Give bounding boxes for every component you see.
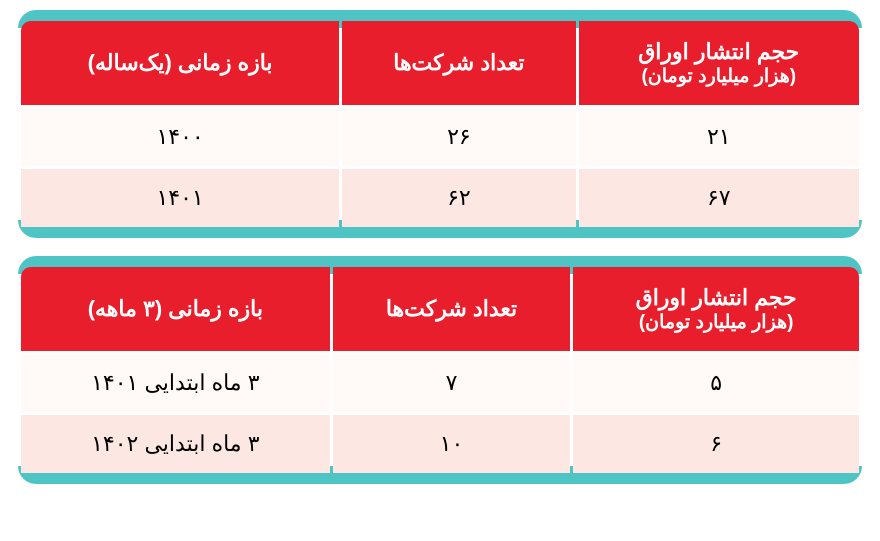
- col-count: تعداد شرکت‌ها: [342, 21, 575, 105]
- cell-count: ۱۰: [333, 415, 571, 473]
- col-volume-line2: (هزار میلیارد تومان): [581, 311, 851, 334]
- table-quarterly: حجم انتشار اوراق (هزار میلیارد تومان) تع…: [18, 264, 862, 476]
- cell-count: ۷: [333, 354, 571, 412]
- cell-period: ۱۴۰۱: [21, 169, 339, 227]
- col-volume: حجم انتشار اوراق (هزار میلیارد تومان): [579, 21, 859, 105]
- cell-period: ۳ ماه ابتدایی ۱۴۰۲: [21, 415, 330, 473]
- table-wrap-annual: حجم انتشار اوراق (هزار میلیارد تومان) تع…: [18, 18, 862, 230]
- cell-count: ۲۶: [342, 108, 575, 166]
- header-row: حجم انتشار اوراق (هزار میلیارد تومان) تع…: [21, 267, 859, 351]
- col-period-line1: بازه زمانی (۳ ماهه): [88, 296, 263, 321]
- cell-period: ۳ ماه ابتدایی ۱۴۰۱: [21, 354, 330, 412]
- cell-period: ۱۴۰۰: [21, 108, 339, 166]
- header-row: حجم انتشار اوراق (هزار میلیارد تومان) تع…: [21, 21, 859, 105]
- col-volume-line2: (هزار میلیارد تومان): [587, 65, 851, 88]
- col-volume-line1: حجم انتشار اوراق: [638, 39, 799, 64]
- col-period-line1: بازه زمانی (یک‌ساله): [88, 50, 273, 75]
- cell-volume: ۵: [573, 354, 859, 412]
- col-count-line1: تعداد شرکت‌ها: [386, 296, 517, 321]
- table-row: ۶۷ ۶۲ ۱۴۰۱: [21, 169, 859, 227]
- table-annual: حجم انتشار اوراق (هزار میلیارد تومان) تع…: [18, 18, 862, 230]
- table-wrap-quarterly: حجم انتشار اوراق (هزار میلیارد تومان) تع…: [18, 264, 862, 476]
- col-volume: حجم انتشار اوراق (هزار میلیارد تومان): [573, 267, 859, 351]
- col-volume-line1: حجم انتشار اوراق: [636, 285, 797, 310]
- col-count: تعداد شرکت‌ها: [333, 267, 571, 351]
- cell-volume: ۲۱: [579, 108, 859, 166]
- cell-count: ۶۲: [342, 169, 575, 227]
- table-row: ۶ ۱۰ ۳ ماه ابتدایی ۱۴۰۲: [21, 415, 859, 473]
- table-row: ۵ ۷ ۳ ماه ابتدایی ۱۴۰۱: [21, 354, 859, 412]
- cell-volume: ۶۷: [579, 169, 859, 227]
- cell-volume: ۶: [573, 415, 859, 473]
- col-period: بازه زمانی (۳ ماهه): [21, 267, 330, 351]
- table-row: ۲۱ ۲۶ ۱۴۰۰: [21, 108, 859, 166]
- col-count-line1: تعداد شرکت‌ها: [393, 50, 524, 75]
- col-period: بازه زمانی (یک‌ساله): [21, 21, 339, 105]
